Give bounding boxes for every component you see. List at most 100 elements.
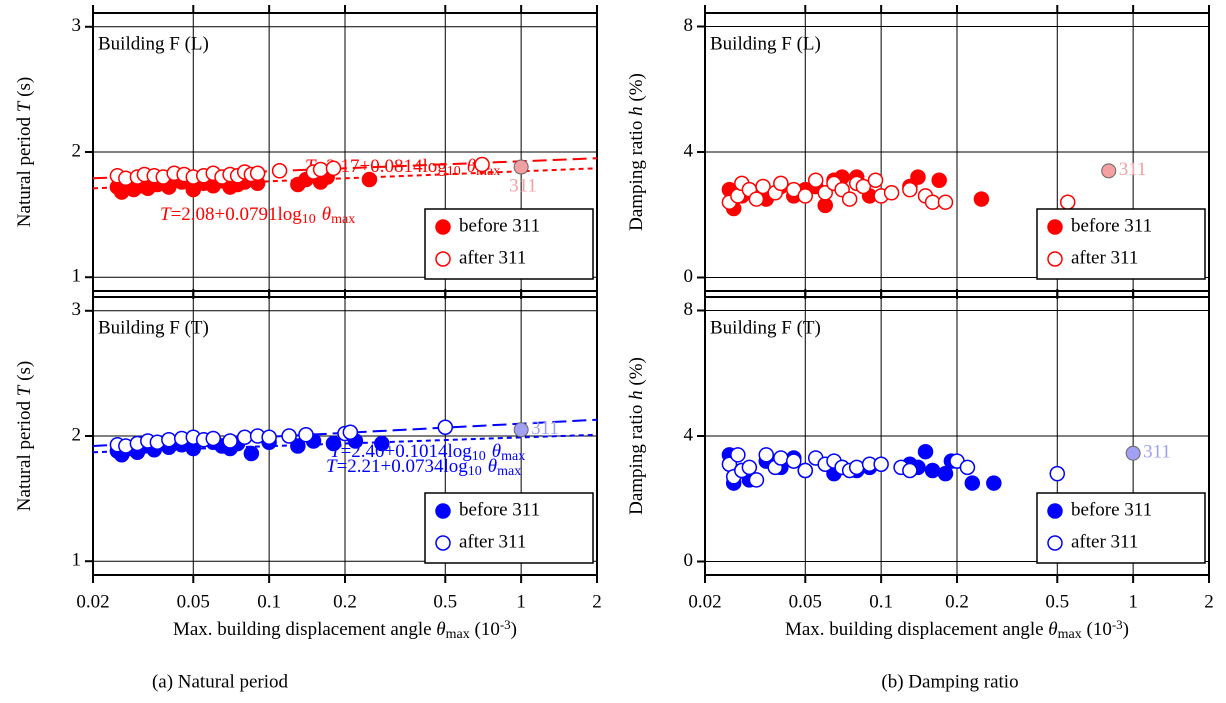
data-point bbox=[773, 450, 789, 466]
y-tick-label: 0 bbox=[684, 266, 694, 287]
panel: 0.02 0.05 0.1 0.2 0.5 1 2 0 4 8 Building F (T) Damp… bbox=[626, 289, 1214, 643]
caption: (a) Natural period bbox=[152, 671, 289, 692]
highlight-point bbox=[1101, 163, 1117, 179]
data-point bbox=[236, 429, 253, 446]
text-part: Max. building displacement angle bbox=[785, 619, 1048, 640]
data-point bbox=[959, 459, 976, 476]
data-point bbox=[817, 185, 833, 201]
panel-title: Building F (L) bbox=[710, 33, 821, 54]
text-part: Natural period bbox=[14, 396, 35, 511]
text-part: T bbox=[326, 456, 338, 477]
x-tick-label: 0.05 bbox=[789, 591, 822, 612]
highlight-label: 311 bbox=[1143, 442, 1171, 463]
data-point bbox=[755, 178, 771, 195]
highlight-label: 311 bbox=[531, 418, 559, 439]
text-part: max bbox=[446, 627, 470, 642]
x-tick-label: 0.2 bbox=[945, 591, 969, 612]
data-point bbox=[243, 445, 260, 462]
panel: 1 2 3 Building F (L) Natural period T (s) T=2… bbox=[14, 5, 598, 299]
fit-equation: T=2.40+0.1014log10 θmax bbox=[330, 441, 525, 464]
data-point bbox=[986, 475, 1002, 491]
legend-label: before 311 bbox=[1071, 215, 1152, 236]
data-point bbox=[841, 191, 858, 207]
data-point bbox=[730, 447, 746, 463]
data-point bbox=[973, 191, 990, 207]
highlight-label: 311 bbox=[1119, 159, 1147, 180]
y-tick-label: 8 bbox=[684, 299, 694, 320]
data-point bbox=[855, 178, 872, 195]
highlight-point bbox=[513, 422, 529, 438]
data-point bbox=[205, 430, 221, 447]
legend-marker bbox=[1047, 219, 1063, 235]
y-axis-label: Natural period T (s) bbox=[14, 361, 35, 511]
text-part: (10 bbox=[470, 619, 500, 640]
y-tick-label: 3 bbox=[72, 15, 82, 36]
panel-title: Building F (T) bbox=[98, 317, 209, 338]
data-point bbox=[931, 172, 947, 188]
data-point bbox=[161, 432, 177, 448]
panel-title: Building F (L) bbox=[98, 33, 209, 54]
legend-label: after 311 bbox=[459, 531, 526, 552]
data-point bbox=[924, 462, 941, 479]
x-tick-label: 0.02 bbox=[688, 591, 721, 612]
legend-label: after 311 bbox=[459, 247, 526, 268]
legend-marker bbox=[435, 251, 451, 267]
text-part: max bbox=[497, 464, 521, 479]
text-part: θ bbox=[436, 619, 445, 640]
text-part: ) bbox=[511, 619, 517, 640]
x-tick-label: 0.5 bbox=[433, 591, 457, 612]
y-axis-label: Damping ratio h (%) bbox=[626, 357, 647, 515]
text-part: T bbox=[160, 204, 172, 225]
text-part: -3 bbox=[1112, 617, 1123, 632]
data-point bbox=[917, 443, 934, 460]
y-tick-label: 1 bbox=[72, 266, 82, 287]
data-point bbox=[437, 419, 454, 435]
data-point bbox=[290, 438, 306, 454]
x-tick-label: 0.1 bbox=[869, 591, 893, 612]
text-part: h bbox=[626, 390, 647, 400]
data-point bbox=[325, 435, 342, 452]
text-part: 10 bbox=[472, 449, 486, 464]
x-tick-label: 0.02 bbox=[76, 591, 109, 612]
highlight-point bbox=[1125, 445, 1141, 461]
text-part: Max. building displacement angle bbox=[173, 619, 436, 640]
data-point bbox=[271, 163, 288, 179]
data-point bbox=[748, 472, 765, 488]
text-part: (10 bbox=[1082, 619, 1112, 640]
text-part: h bbox=[626, 106, 647, 116]
data-point bbox=[797, 188, 814, 204]
data-point bbox=[474, 156, 490, 173]
text-part: T bbox=[14, 384, 35, 396]
fit-equation: T=2.08+0.0791log10 θmax bbox=[160, 204, 355, 227]
y-axis-label: Natural period T (s) bbox=[14, 77, 35, 227]
data-point bbox=[807, 172, 824, 188]
x-axis-label: Max. building displacement angle θmax (1… bbox=[785, 617, 1129, 643]
data-point bbox=[261, 429, 277, 446]
legend-box bbox=[1036, 208, 1206, 280]
data-point bbox=[312, 161, 329, 178]
text-part: =2.40+0.1014log bbox=[341, 441, 473, 462]
data-point bbox=[374, 435, 390, 452]
legend-marker bbox=[1047, 503, 1063, 519]
y-tick-label: 1 bbox=[72, 550, 82, 571]
legend-label: before 311 bbox=[459, 499, 540, 520]
text-part: Damping ratio bbox=[626, 116, 647, 231]
text-part: (%) bbox=[626, 73, 647, 106]
x-tick-label: 2 bbox=[1204, 591, 1214, 612]
panel: 0 4 8 Building F (L) Damping ratio h (%) 311 b… bbox=[626, 5, 1210, 299]
data-point bbox=[924, 194, 941, 210]
text-part: -3 bbox=[500, 617, 511, 632]
text-part: 10 bbox=[302, 212, 316, 227]
data-point bbox=[773, 175, 789, 192]
text-part: θ bbox=[492, 441, 501, 462]
text-part: (s) bbox=[14, 361, 35, 386]
data-point bbox=[249, 165, 266, 182]
y-tick-label: 2 bbox=[72, 140, 82, 161]
x-tick-label: 0.5 bbox=[1045, 591, 1069, 612]
data-point bbox=[325, 160, 342, 177]
fit-equation: T=2.21+0.0734log10 θmax bbox=[326, 456, 521, 479]
y-tick-label: 4 bbox=[684, 424, 694, 445]
panel-title: Building F (T) bbox=[710, 317, 821, 338]
text-part: max bbox=[331, 212, 355, 227]
